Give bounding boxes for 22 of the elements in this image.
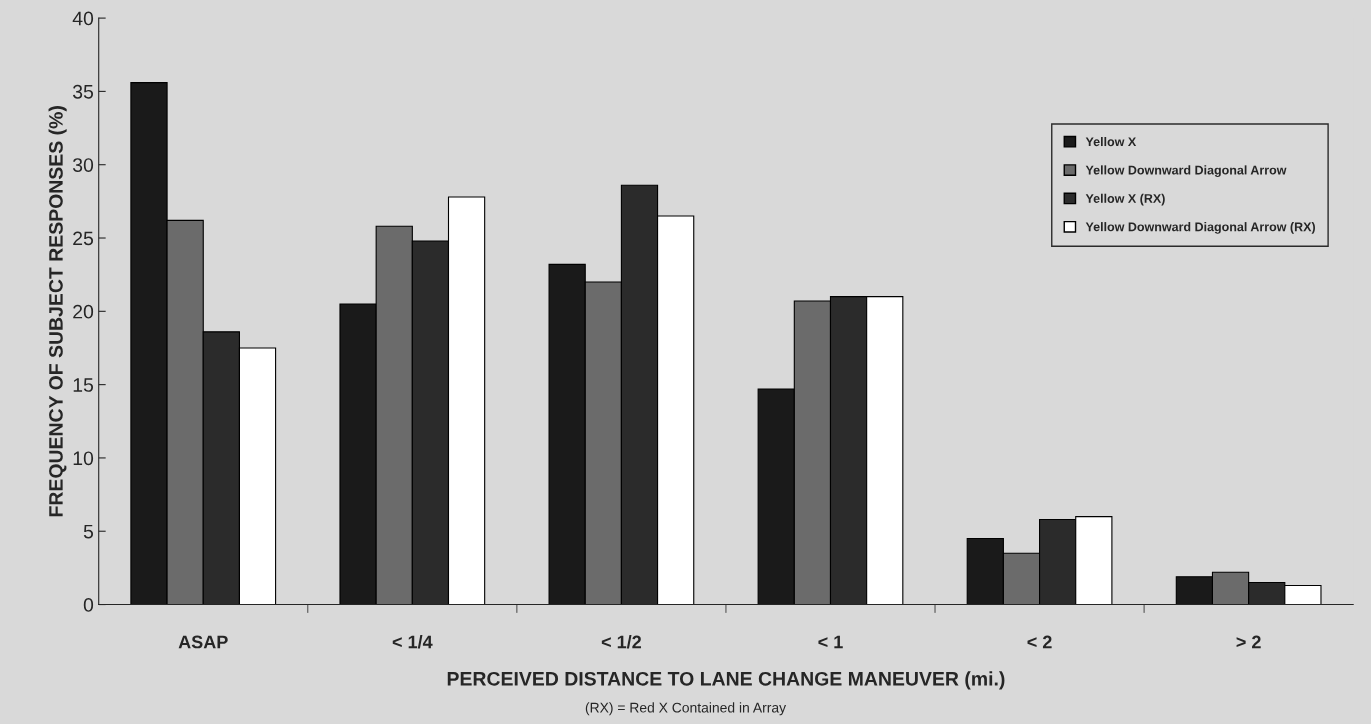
y-axis-title: FREQUENCY OF SUBJECT RESPONSES (%) [48,106,67,517]
x-axis-title: PERCEIVED DISTANCE TO LANE CHANGE MANEUVER (mi.) [447,671,1005,690]
text: (RX) = Red X Contained in Array [585,702,787,716]
y-tick-label: 25 [73,231,94,246]
y-tick-label: 40 [72,11,94,26]
legend-label: Yellow X [1085,136,1137,147]
y-tick-label: 15 [73,378,94,392]
y-tick-label: 0 [83,598,94,612]
y-tick-label: 35 [72,84,94,99]
legend-label: Yellow X (RX) [1085,193,1165,206]
y-tick-label: 30 [72,158,94,172]
x-tick-label: < 1/2 [601,635,642,649]
x-tick-label: < 1 [818,635,843,649]
legend-label: Yellow Downward Diagonal Arrow (RX) [1085,222,1315,234]
x-tick-label: < 1/4 [392,635,433,649]
x-tick-label: < 2 [1027,635,1052,649]
y-tick-label: 10 [73,451,94,466]
x-tick-label: > 2 [1236,635,1261,649]
legend-label: Yellow Downward Diagonal Arrow [1085,165,1287,178]
x-tick-label: ASAP [178,635,228,649]
y-tick-label: 20 [73,304,94,319]
y-tick-label: 5 [83,524,94,539]
